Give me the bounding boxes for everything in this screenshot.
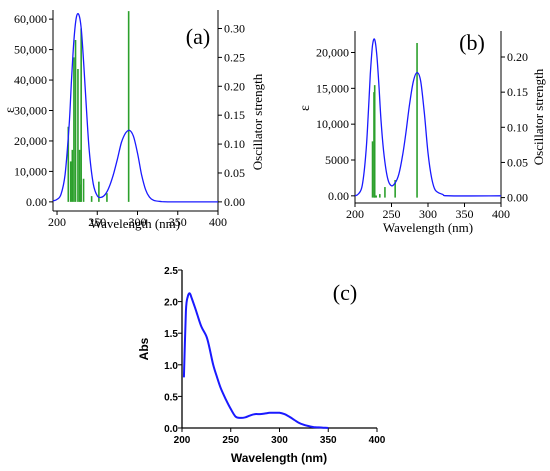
x-tick-label: 200 bbox=[48, 215, 66, 229]
y2-tick-label: 0.20 bbox=[507, 50, 528, 64]
x-tick-label: 400 bbox=[369, 435, 386, 446]
y-tick-label: 60,000 bbox=[14, 12, 47, 26]
y2-tick-label: 0.20 bbox=[224, 79, 245, 93]
y-tick-label: 40,000 bbox=[14, 73, 47, 87]
panel-label: (a) bbox=[186, 24, 210, 49]
y2-tick-label: 0.05 bbox=[507, 155, 528, 169]
x-tick-label: 350 bbox=[456, 207, 474, 221]
y-tick-label: 0.0 bbox=[164, 424, 178, 435]
x-tick-label: 300 bbox=[129, 215, 147, 229]
y-tick-label: 30,000 bbox=[14, 104, 47, 118]
spectrum-line bbox=[182, 292, 329, 429]
y-tick-label: 20,000 bbox=[14, 134, 47, 148]
y-tick-label: 2.0 bbox=[164, 298, 178, 309]
y2-tick-label: 0.15 bbox=[224, 108, 245, 122]
x-tick-label: 300 bbox=[271, 435, 288, 446]
y2-tick-label: 0.25 bbox=[224, 50, 245, 64]
y-tick-label: 1.0 bbox=[164, 361, 178, 372]
y-tick-label: 0.00 bbox=[328, 189, 349, 203]
y2-axis-title: Oscillator strength bbox=[531, 68, 546, 165]
y2-axis-title: Oscillator strength bbox=[250, 73, 265, 170]
y-axis-title: Abs bbox=[137, 337, 151, 360]
y-axis-title: ε bbox=[298, 105, 313, 111]
y-tick-label: 0.5 bbox=[164, 392, 178, 403]
chart-panel-3: 200 250 300 350 400 0.0 0.5 1.0 1.5 2.0 2.5 (c) Wave… bbox=[137, 266, 386, 465]
x-axis-title: Wavelength (nm) bbox=[90, 216, 180, 231]
y-tick-label: 1.5 bbox=[164, 329, 178, 340]
y2-tick-label: 0.10 bbox=[507, 120, 528, 134]
x-tick-label: 400 bbox=[492, 207, 510, 221]
x-tick-label: 300 bbox=[419, 207, 437, 221]
y-axis-title: ε bbox=[3, 107, 18, 113]
y2-tick-label: 0.15 bbox=[507, 85, 528, 99]
y-tick-label: 15,000 bbox=[316, 81, 349, 95]
x-axis-title: Wavelength (nm) bbox=[231, 451, 327, 465]
panel-label: (b) bbox=[459, 30, 485, 55]
y2-tick-label: 0.10 bbox=[224, 137, 245, 151]
y-tick-label: 10,000 bbox=[316, 117, 349, 131]
x-tick-label: 350 bbox=[169, 215, 187, 229]
y2-tick-label: 0.05 bbox=[224, 166, 245, 180]
y-tick-label: 5000 bbox=[325, 153, 349, 167]
panel-label: (c) bbox=[333, 280, 357, 305]
x-axis-title: Wavelength (nm) bbox=[383, 220, 473, 235]
y-tick-label: 0.00 bbox=[26, 195, 47, 209]
x-tick-label: 400 bbox=[209, 215, 227, 229]
y-tick-label: 2.5 bbox=[164, 266, 178, 277]
chart-panel-1: 200 250 300 350 400 0.00 10,000 20,000 30,000 40,… bbox=[3, 10, 265, 231]
x-tick-label: 350 bbox=[320, 435, 337, 446]
y-tick-label: 50,000 bbox=[14, 43, 47, 57]
x-tick-label: 250 bbox=[222, 435, 239, 446]
x-tick-label: 250 bbox=[383, 207, 401, 221]
y-tick-label: 10,000 bbox=[14, 164, 47, 178]
chart-panel-2: 200 250 300 350 400 0.00 5000 10,000 15,000 20,00… bbox=[298, 30, 546, 235]
y-tick-label: 20,000 bbox=[316, 46, 349, 60]
y2-tick-label: 0.00 bbox=[224, 195, 245, 209]
spectrum-line bbox=[354, 38, 502, 197]
x-tick-label: 200 bbox=[346, 207, 364, 221]
y2-tick-label: 0.00 bbox=[507, 191, 528, 205]
y2-tick-label: 0.30 bbox=[224, 21, 245, 35]
x-tick-label: 200 bbox=[174, 435, 191, 446]
x-tick-label: 250 bbox=[88, 215, 106, 229]
spectrum-line bbox=[52, 12, 218, 203]
